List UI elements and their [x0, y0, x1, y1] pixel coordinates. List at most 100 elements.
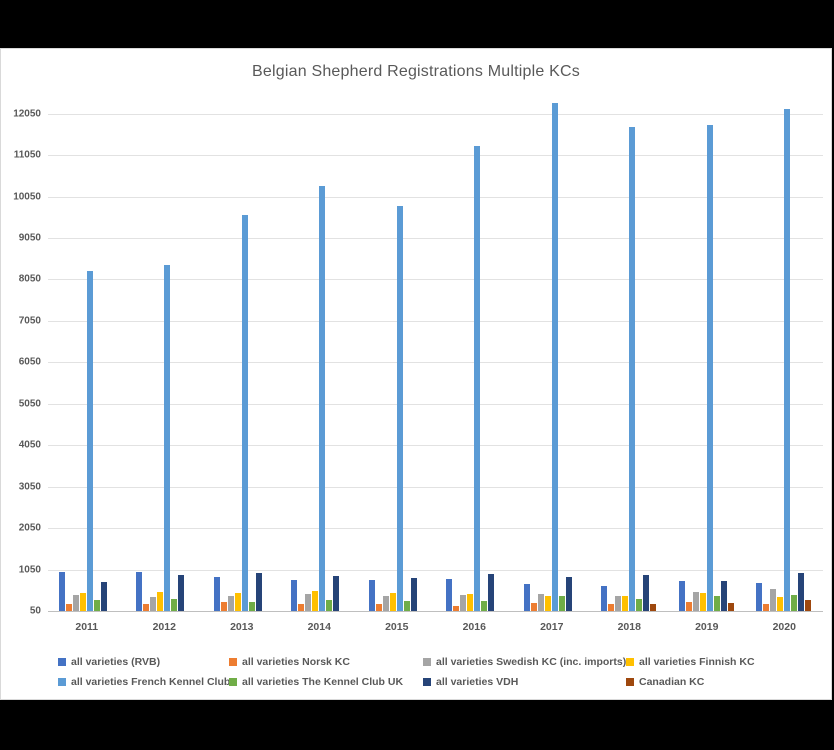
bar — [305, 593, 312, 611]
y-axis-tick-label: 50 — [29, 605, 41, 617]
y-axis-tick-label: 4050 — [18, 439, 41, 451]
x-axis-tick-label: 2014 — [307, 621, 331, 633]
bar — [523, 584, 530, 611]
legend-swatch-icon — [58, 658, 66, 666]
bar — [615, 596, 622, 611]
bar — [622, 596, 629, 611]
bar — [241, 215, 248, 611]
bar — [727, 602, 734, 611]
x-axis-tick-label: 2015 — [385, 621, 409, 633]
bar — [636, 599, 643, 611]
bar — [227, 596, 234, 611]
bar — [410, 578, 417, 611]
gridline — [48, 238, 823, 240]
bar — [58, 572, 65, 611]
legend-label: all varieties (RVB) — [71, 656, 161, 668]
y-axis-tick-label: 2050 — [18, 522, 41, 534]
bar — [291, 579, 298, 611]
chart-title: Belgian Shepherd Registrations Multiple … — [252, 63, 580, 80]
bar — [453, 606, 460, 611]
legend-item: all varieties (RVB) — [58, 656, 160, 668]
legend-swatch-icon — [626, 678, 634, 686]
bar — [150, 596, 157, 611]
legend-swatch-icon — [423, 678, 431, 686]
bar — [396, 205, 403, 611]
y-axis-tick-label: 7050 — [18, 315, 41, 327]
y-axis-tick-label: 5050 — [18, 398, 41, 410]
bar — [784, 109, 791, 611]
legend-swatch-icon — [229, 678, 237, 686]
x-axis-tick-label: 2012 — [152, 621, 176, 633]
bar — [460, 595, 467, 611]
y-axis-tick-label: 10050 — [13, 191, 41, 203]
legend-item: Canadian KC — [626, 676, 704, 688]
legend-label: all varieties Swedish KC (inc. imports) — [436, 656, 627, 668]
legend-swatch-icon — [229, 658, 237, 666]
bar — [467, 594, 474, 611]
legend-item: all varieties VDH — [423, 676, 518, 688]
bar — [178, 574, 185, 611]
gridline — [48, 611, 823, 612]
bar — [629, 126, 636, 611]
bar — [333, 576, 340, 611]
bar — [157, 591, 164, 611]
bar — [488, 573, 495, 611]
x-axis-tick-label: 2011 — [75, 621, 99, 633]
x-axis-tick-label: 2016 — [462, 621, 486, 633]
bar — [530, 602, 537, 611]
x-axis-tick-label: 2017 — [540, 621, 564, 633]
bar — [143, 604, 150, 611]
bar — [389, 592, 396, 611]
legend-label: all varieties Norsk KC — [242, 656, 350, 668]
legend-swatch-icon — [423, 658, 431, 666]
legend-item: all varieties Swedish KC (inc. imports) — [423, 656, 626, 668]
bar — [608, 604, 615, 611]
bar — [756, 583, 763, 611]
x-axis-tick-label: 2018 — [617, 621, 641, 633]
bar — [368, 579, 375, 611]
bar — [255, 572, 262, 611]
bar — [79, 592, 86, 611]
gridline — [48, 279, 823, 281]
bar — [601, 586, 608, 611]
legend-label: Canadian KC — [639, 676, 705, 688]
bar — [298, 603, 305, 611]
gridline — [48, 113, 823, 115]
x-axis-tick-label: 2019 — [695, 621, 719, 633]
y-axis-tick-label: 3050 — [18, 481, 41, 493]
bar — [650, 603, 657, 611]
legend-label: all varieties Finnish KC — [639, 656, 755, 668]
y-axis-tick-label: 11050 — [13, 149, 41, 161]
legend-item: all varieties Finnish KC — [626, 656, 755, 668]
legend-swatch-icon — [58, 678, 66, 686]
y-axis-tick-label: 9050 — [18, 232, 41, 244]
bar — [382, 596, 389, 611]
legend-swatch-icon — [626, 658, 634, 666]
gridline — [48, 486, 823, 488]
bar — [86, 271, 93, 611]
bar — [234, 592, 241, 611]
bar — [565, 576, 572, 611]
x-axis-tick-label: 2020 — [772, 621, 796, 633]
bar — [763, 603, 770, 611]
bar — [558, 596, 565, 611]
y-axis-tick-label: 12050 — [13, 108, 41, 120]
gridline — [48, 196, 823, 198]
y-axis-tick-label: 6050 — [18, 356, 41, 368]
bar — [692, 591, 699, 611]
bar — [65, 603, 72, 611]
bar — [446, 579, 453, 611]
bar — [777, 596, 784, 611]
bar — [220, 601, 227, 611]
bar — [720, 581, 727, 611]
bar — [551, 102, 558, 611]
bar — [171, 599, 178, 611]
bar — [481, 601, 488, 611]
bar — [805, 600, 812, 611]
legend-label: all varieties French Kennel Club — [71, 676, 231, 688]
bar — [798, 573, 805, 611]
bar — [685, 601, 692, 611]
bar — [403, 600, 410, 611]
legend-label: all varieties VDH — [436, 676, 519, 688]
